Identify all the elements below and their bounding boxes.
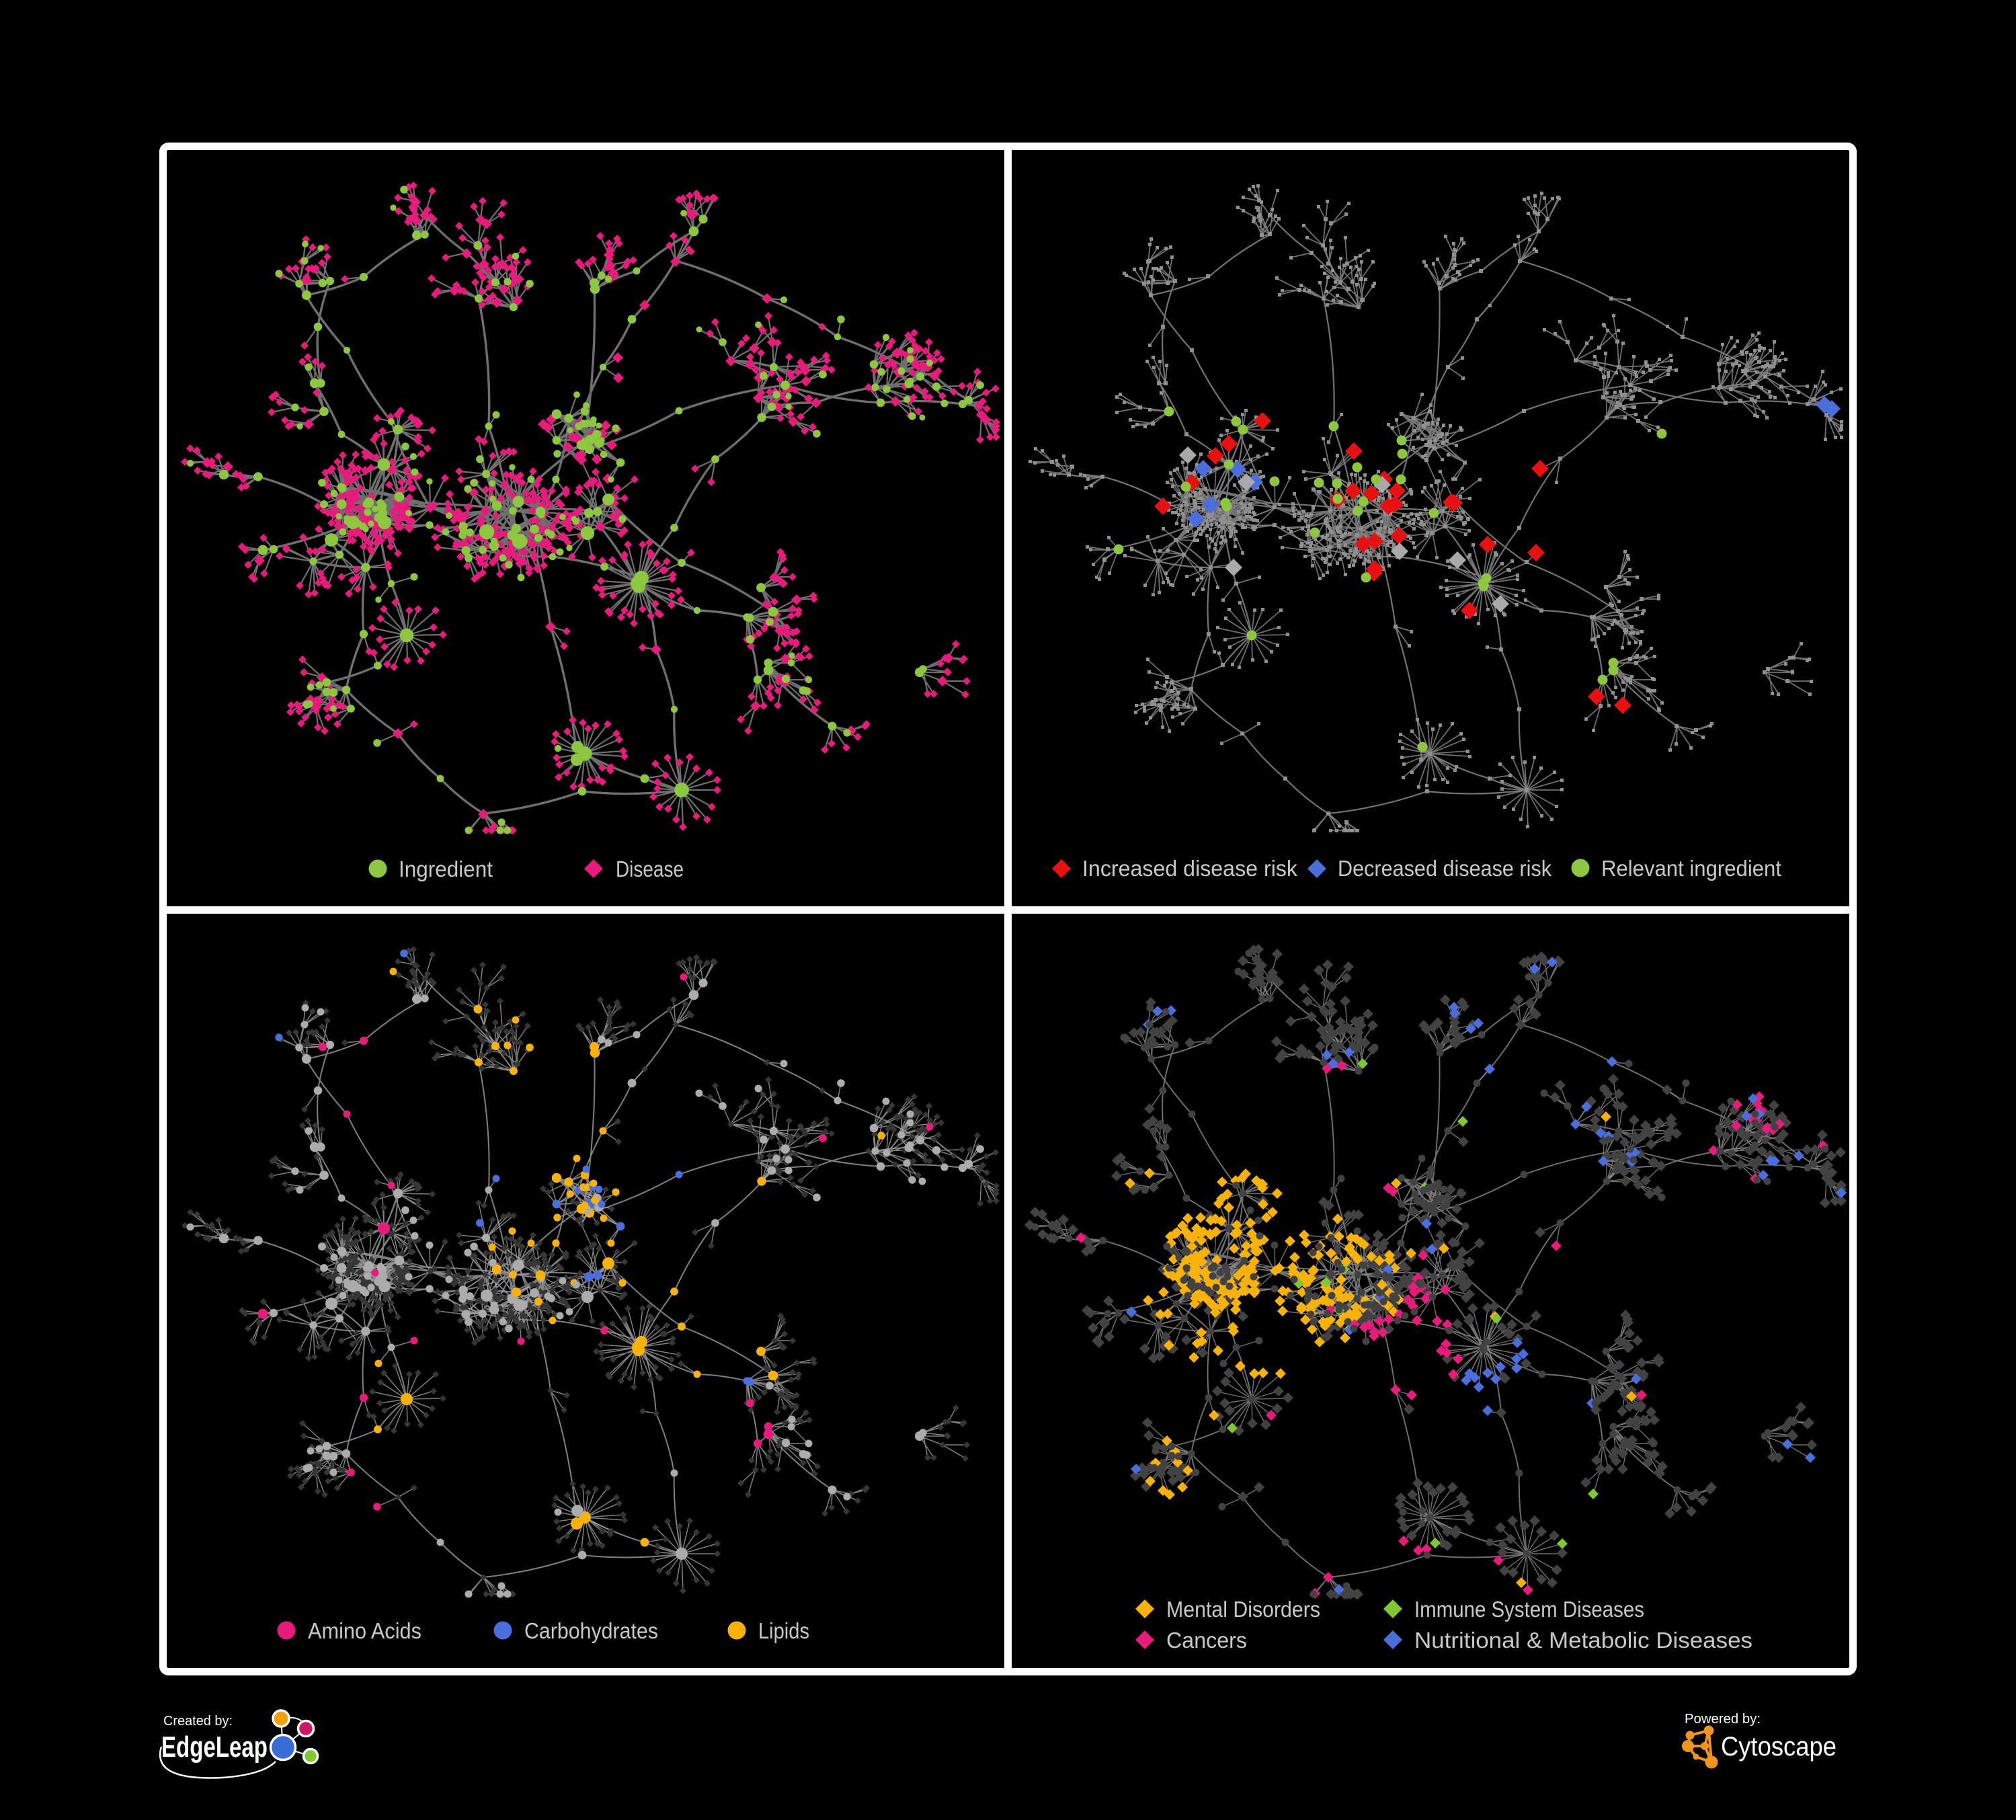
svg-text:EdgeLeap: EdgeLeap xyxy=(161,1731,268,1764)
svg-text:Nutritional & Metabolic Diseas: Nutritional & Metabolic Diseases xyxy=(1414,1628,1752,1653)
svg-text:Lipids: Lipids xyxy=(758,1618,809,1643)
svg-text:Decreased disease risk: Decreased disease risk xyxy=(1338,856,1551,881)
svg-text:Carbohydrates: Carbohydrates xyxy=(524,1618,658,1643)
svg-text:Mental Disorders: Mental Disorders xyxy=(1166,1597,1320,1622)
svg-text:Relevant ingredient: Relevant ingredient xyxy=(1601,856,1781,881)
svg-text:Amino Acids: Amino Acids xyxy=(308,1618,421,1643)
svg-text:Cancers: Cancers xyxy=(1166,1628,1247,1653)
svg-text:Immune System Diseases: Immune System Diseases xyxy=(1414,1597,1644,1622)
svg-text:Increased disease risk: Increased disease risk xyxy=(1082,856,1297,881)
svg-text:Powered by:: Powered by: xyxy=(1685,1712,1761,1727)
svg-text:Disease: Disease xyxy=(616,857,684,881)
svg-text:Created by:: Created by: xyxy=(163,1714,233,1729)
svg-text:Cytoscape: Cytoscape xyxy=(1721,1732,1837,1762)
svg-text:Ingredient: Ingredient xyxy=(399,857,493,881)
